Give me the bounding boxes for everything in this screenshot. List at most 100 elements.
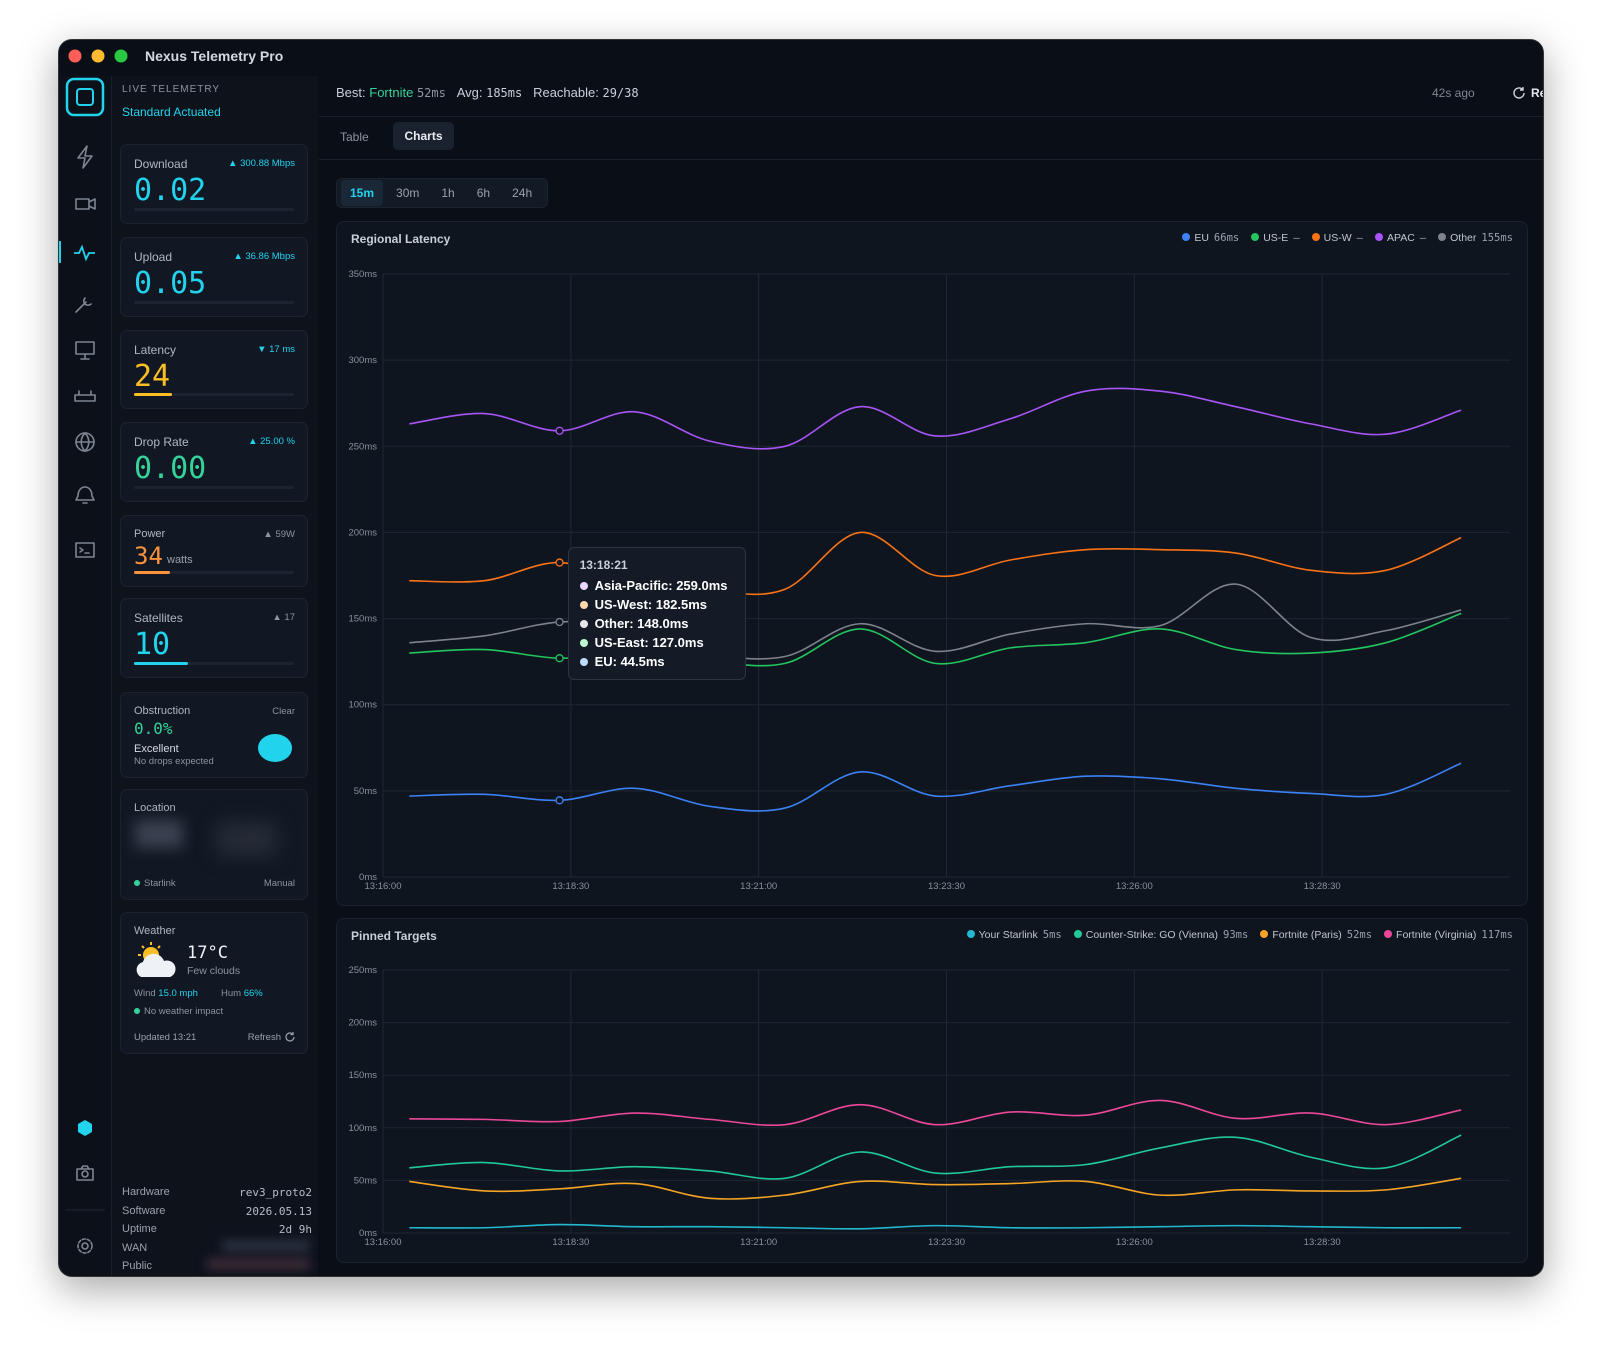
x-tick-label: 13:16:00: [365, 881, 402, 892]
y-tick-label: 200ms: [348, 527, 377, 538]
card-label: Weather: [134, 925, 176, 937]
obstruction-card[interactable]: Obstruction Clear 0.0% Excellent No drop…: [120, 692, 308, 778]
location-card[interactable]: Location Starlink Manual: [120, 789, 308, 900]
window-controls[interactable]: [59, 40, 139, 76]
legend: EU 66ms US-E – US-W – APAC – Other 155ms: [1182, 232, 1513, 244]
legend-dot: [1260, 930, 1269, 938]
legend-name: EU: [1194, 232, 1209, 244]
hover-marker: [555, 426, 564, 435]
tooltip-row: Asia-Pacific: 259.0ms: [579, 578, 734, 593]
refresh-button[interactable]: Refresh: [1531, 86, 1543, 100]
info-row: Hardware rev3_proto2: [122, 1186, 312, 1199]
latency-card[interactable]: Latency ▼ 17 ms 24: [120, 330, 308, 409]
card-delta: ▲ 17: [272, 612, 295, 623]
card-label: Satellites: [134, 611, 183, 625]
card-bar: [134, 486, 294, 489]
legend-name: Fortnite (Virginia): [1396, 929, 1477, 941]
best-name: Fortnite: [369, 85, 414, 100]
download-card[interactable]: Download ▲ 300.88 Mbps 0.02: [120, 144, 308, 224]
tooltip-dot: [579, 601, 588, 609]
wind: Wind 15.0 mph: [134, 988, 198, 999]
x-tick-label: 13:26:00: [1116, 1237, 1153, 1248]
legend-item: Fortnite (Paris) 52ms: [1260, 929, 1372, 941]
legend-value: –: [1356, 232, 1363, 244]
range[interactable]: 30m: [396, 186, 420, 200]
hover-marker: [555, 558, 564, 567]
x-tick-label: 13:23:30: [928, 881, 965, 892]
legend-dot: [1374, 233, 1383, 241]
card-label: Drop Rate: [134, 435, 189, 449]
x-tick-label: 13:28:30: [1304, 881, 1341, 892]
tab-active[interactable]: Charts: [393, 122, 454, 150]
reachable-value: 29/38: [602, 86, 639, 100]
card-delta: ▲ 36.86 Mbps: [233, 251, 295, 262]
hover-marker: [555, 617, 564, 627]
avg-label: Avg:: [456, 85, 483, 100]
series-line: [409, 1099, 1462, 1126]
legend-value: 5ms: [1042, 929, 1062, 941]
legend-name: Fortnite (Paris): [1272, 929, 1342, 941]
updated: 42s ago: [1432, 86, 1475, 100]
weather-icon: [136, 942, 176, 977]
tooltip-row: EU: 44.5ms: [579, 654, 734, 669]
card-label: Upload: [134, 250, 173, 264]
info-value: rev3_proto2: [239, 1186, 312, 1199]
hum-value: 66%: [243, 988, 263, 999]
legend-name: Counter-Strike: GO (Vienna): [1085, 929, 1219, 941]
legend-item: US-E –: [1251, 232, 1300, 244]
y-tick-label: 50ms: [354, 786, 377, 797]
range[interactable]: 6h: [476, 186, 491, 200]
refresh-icon[interactable]: [284, 1031, 296, 1043]
legend-item: Counter-Strike: GO (Vienna) 93ms: [1073, 929, 1248, 941]
tab[interactable]: Table: [340, 130, 369, 144]
status-bar: Best: Fortnite 52ms Avg: 185ms Reachable…: [319, 76, 1543, 117]
info-label: Uptime: [122, 1223, 157, 1235]
series-line: [409, 1134, 1462, 1180]
x-tick-label: 13:28:30: [1304, 1237, 1341, 1248]
card-bar: [134, 393, 294, 396]
y-tick-label: 50ms: [354, 1175, 377, 1186]
range-active[interactable]: 15m: [341, 180, 384, 206]
weather-temp: 17°C: [187, 943, 228, 963]
range[interactable]: 1h: [441, 186, 455, 200]
series-line: [409, 762, 1462, 812]
range[interactable]: 24h: [512, 186, 533, 200]
refresh-icon[interactable]: [1512, 86, 1526, 100]
tooltip-time: 13:18:21: [579, 558, 628, 572]
info-label: WAN: [122, 1241, 148, 1254]
card-bar: [134, 301, 294, 304]
weather-refresh[interactable]: Refresh: [247, 1032, 281, 1043]
sidebar: LIVE TELEMETRY Standard Actuated Downloa…: [112, 76, 318, 1276]
card-value: 10: [134, 627, 171, 662]
card-delta: ▲ 59W: [263, 529, 295, 540]
reachable-label: Reachable:: [533, 85, 599, 100]
weather-card[interactable]: Weather 17°C Few clouds Wind 15.0 mph Hu…: [120, 912, 308, 1054]
impact: No weather impact: [134, 1006, 223, 1017]
card-status: Clear: [272, 706, 295, 717]
satellites-card[interactable]: Satellites ▲ 17 10: [120, 598, 308, 678]
chart: 0ms 50ms 100ms 150ms 200ms 250ms 13:16:00 13:18…: [348, 965, 1510, 1248]
drop-rate-card[interactable]: Drop Rate ▲ 25.00 % 0.00: [120, 422, 308, 502]
card-label: Download: [134, 157, 188, 171]
tooltip-text: US-West: 182.5ms: [594, 597, 708, 612]
tooltip-row: US-East: 127.0ms: [579, 635, 734, 650]
x-tick-label: 13:21:00: [740, 881, 777, 892]
card-rating: Excellent: [134, 743, 179, 755]
upload-card[interactable]: Upload ▲ 36.86 Mbps 0.05: [120, 237, 308, 317]
card-delta: ▲ 300.88 Mbps: [228, 158, 295, 169]
chart: 0ms 50ms 100ms 150ms 200ms 250ms 300ms 350ms 13:…: [348, 269, 1510, 892]
power-card[interactable]: Power ▲ 59W 34 watts: [120, 515, 308, 587]
hover-marker: [555, 654, 564, 663]
legend-dot: [1182, 233, 1191, 241]
tooltip-text: EU: 44.5ms: [594, 654, 665, 669]
series-line: [409, 387, 1462, 450]
best-label: Best:: [336, 85, 366, 100]
y-tick-label: 100ms: [348, 700, 377, 711]
icon-rail: [59, 76, 112, 1276]
card-mode: Manual: [263, 878, 295, 889]
info-label: Hardware: [122, 1186, 170, 1198]
y-tick-label: 0ms: [359, 1228, 377, 1239]
card-value: 34: [134, 542, 163, 570]
card-bar: [134, 208, 294, 211]
best-value: 52ms: [416, 86, 446, 100]
